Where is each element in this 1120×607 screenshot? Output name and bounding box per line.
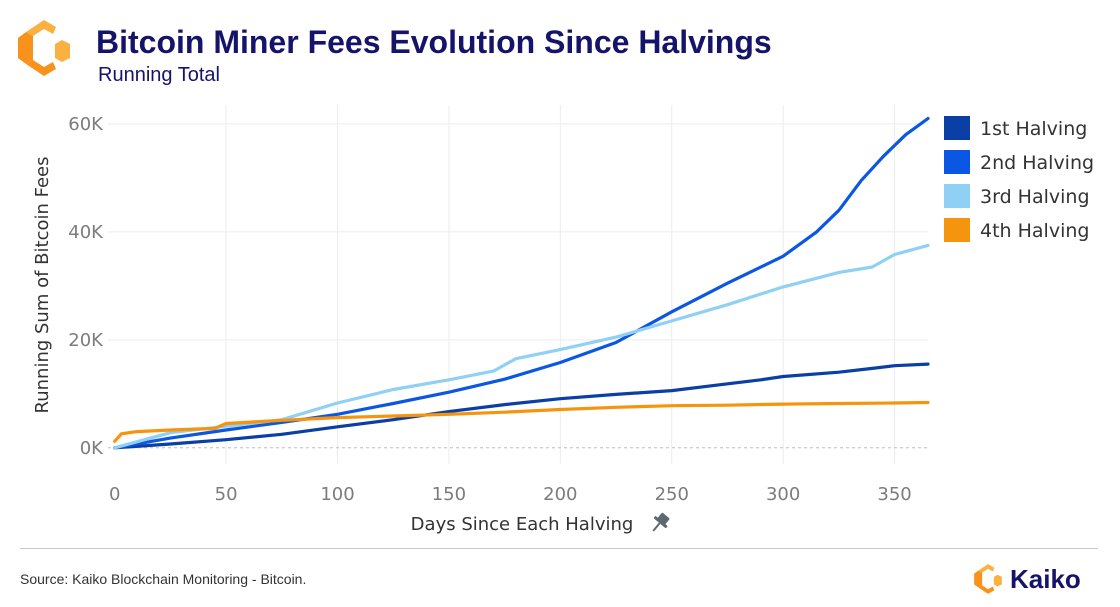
- series-line-4th-halving[interactable]: [113, 400, 930, 443]
- x-axis-ticks: 0 50 100 150 200 250 300 350: [109, 484, 912, 505]
- pin-icon[interactable]: [647, 510, 672, 536]
- y-tick-label: 40K: [68, 222, 104, 243]
- x-tick-label: 100: [320, 484, 354, 505]
- y-tick-label: 0K: [80, 438, 104, 459]
- brand-name: Kaiko: [1010, 564, 1081, 594]
- x-tick-label: 200: [543, 484, 577, 505]
- chart: 0K 20K 40K 60K 0 50 100 150 200 250 300 350 Runnin…: [32, 105, 1094, 536]
- x-tick-label: 300: [766, 484, 800, 505]
- y-axis-ticks: 0K 20K 40K 60K: [68, 114, 104, 459]
- series-line-2nd-halving[interactable]: [113, 116, 930, 450]
- legend-swatch: [944, 150, 970, 174]
- footer-divider: [20, 548, 1098, 549]
- legend-label: 3rd Halving: [980, 186, 1090, 208]
- source-note: Source: Kaiko Blockchain Monitoring - Bi…: [20, 571, 307, 587]
- legend-swatch: [944, 116, 970, 140]
- legend-swatch: [944, 184, 970, 208]
- x-tick-label: 150: [432, 484, 466, 505]
- chart-subtitle: Running Total: [98, 64, 220, 86]
- legend-label: 1st Halving: [980, 118, 1087, 140]
- x-tick-label: 250: [655, 484, 689, 505]
- chart-title: Bitcoin Miner Fees Evolution Since Halvi…: [96, 24, 772, 60]
- series-line-3rd-halving[interactable]: [113, 243, 930, 450]
- x-tick-label: 350: [877, 484, 911, 505]
- kaiko-logo-icon: [18, 20, 70, 76]
- kaiko-logo-icon: [974, 564, 1002, 594]
- legend-item[interactable]: 4th Halving: [944, 218, 1089, 242]
- chart-grid: [108, 105, 928, 464]
- y-tick-label: 60K: [68, 114, 104, 135]
- brand-logo: Kaiko: [972, 562, 1100, 596]
- legend-item[interactable]: 1st Halving: [944, 116, 1087, 140]
- legend-label: 2nd Halving: [980, 152, 1094, 174]
- y-axis-label: Running Sum of Bitcoin Fees: [32, 157, 53, 414]
- legend-item[interactable]: 2nd Halving: [944, 150, 1094, 174]
- chart-series: [113, 116, 930, 450]
- y-tick-label: 20K: [68, 330, 104, 351]
- x-tick-label: 50: [215, 484, 238, 505]
- legend: 1st Halving 2nd Halving 3rd Halving 4th Hal…: [944, 116, 1094, 242]
- legend-swatch: [944, 218, 970, 242]
- legend-label: 4th Halving: [980, 220, 1089, 242]
- series-line-1st-halving[interactable]: [113, 362, 930, 450]
- legend-item[interactable]: 3rd Halving: [944, 184, 1090, 208]
- x-axis-label: Days Since Each Halving: [411, 514, 634, 535]
- x-tick-label: 0: [109, 484, 120, 505]
